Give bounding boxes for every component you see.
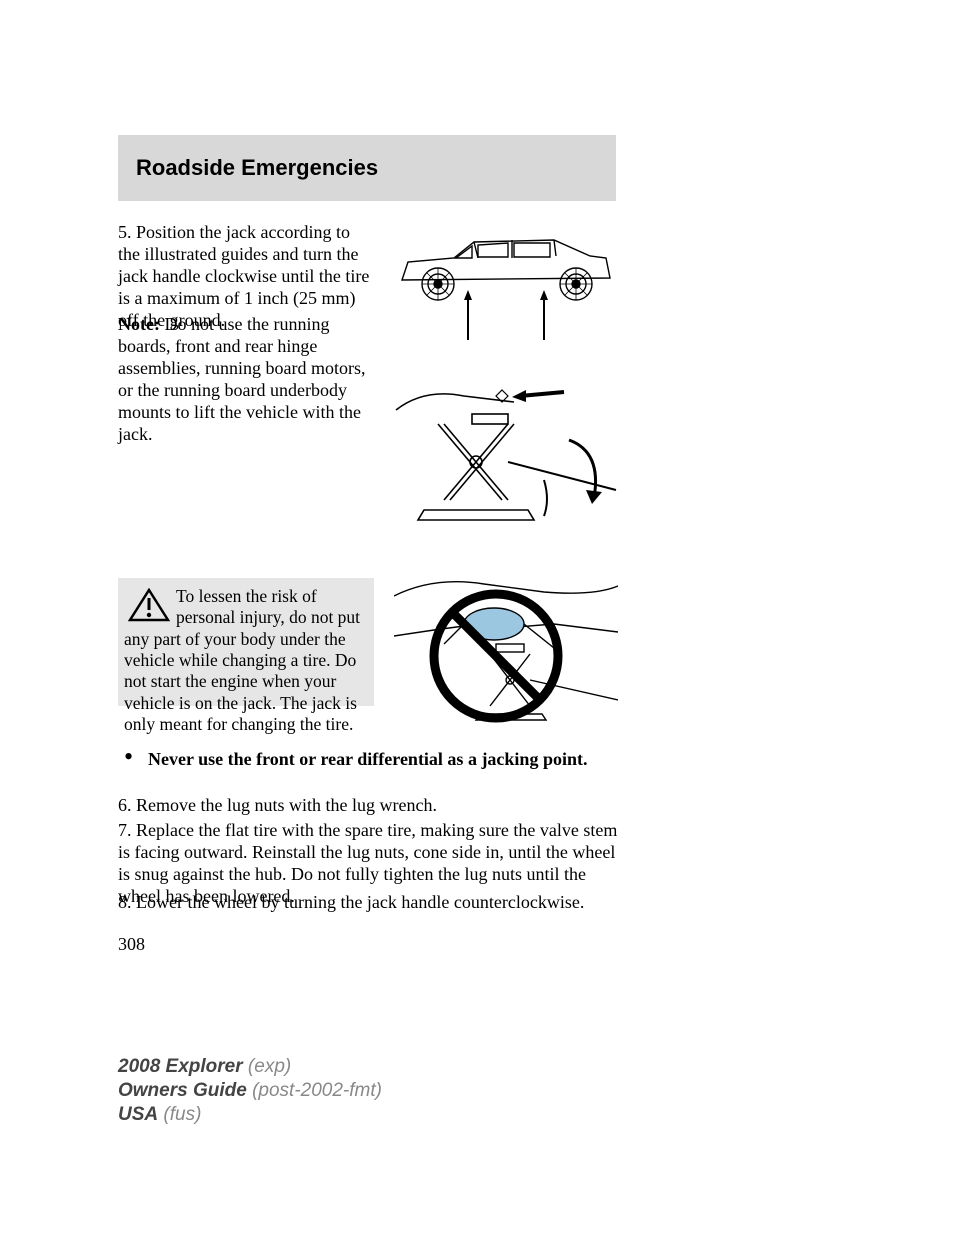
- bullet-dot-icon: •: [124, 748, 134, 758]
- note-paragraph: Note: Do not use the running boards, fro…: [118, 314, 376, 446]
- manual-page: Roadside Emergencies 5. Position the jac…: [0, 0, 954, 1235]
- step-8-paragraph: 8. Lower the wheel by turning the jack h…: [118, 892, 618, 914]
- warning-triangle-icon: [128, 588, 170, 622]
- prohibited-jack-placement-illustration: [394, 566, 618, 726]
- note-label: Note:: [118, 314, 160, 334]
- bullet-never-differential: • Never use the front or rear differenti…: [118, 748, 618, 771]
- footer-line-1: 2008 Explorer (exp): [118, 1055, 382, 1079]
- page-number: 308: [118, 934, 145, 955]
- vehicle-jack-points-illustration: [394, 222, 618, 342]
- warning-callout: To lessen the risk of personal injury, d…: [118, 578, 374, 706]
- scissor-jack-illustration: [394, 380, 618, 540]
- document-footer: 2008 Explorer (exp) Owners Guide (post-2…: [118, 1055, 382, 1126]
- step-6-paragraph: 6. Remove the lug nuts with the lug wren…: [118, 795, 618, 817]
- footer-line-2: Owners Guide (post-2002-fmt): [118, 1079, 382, 1103]
- section-title: Roadside Emergencies: [136, 155, 378, 181]
- section-header-bar: Roadside Emergencies: [118, 135, 616, 201]
- bullet-text: Never use the front or rear differential…: [148, 748, 618, 771]
- footer-line-3: USA (fus): [118, 1103, 382, 1127]
